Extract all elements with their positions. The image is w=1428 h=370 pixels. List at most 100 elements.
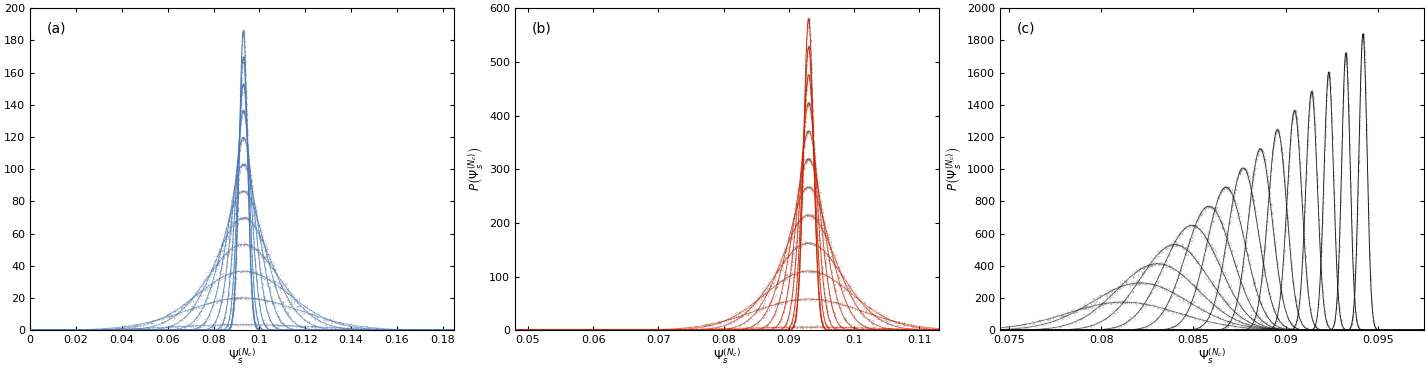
Point (244, 226, 267, 232)
Point (1175, 312, 1198, 318)
Point (1341, 314, 1364, 320)
Point (207, 276, 230, 282)
Point (1250, 317, 1272, 323)
Point (1225, 302, 1248, 307)
Point (811, 323, 834, 329)
Point (1118, 314, 1141, 320)
Point (1342, 272, 1365, 278)
Point (211, 289, 234, 295)
Point (788, 296, 811, 302)
Point (768, 318, 791, 324)
Point (1250, 286, 1272, 292)
Point (1244, 325, 1267, 331)
Point (795, 211, 818, 217)
Point (373, 326, 396, 332)
Point (243, 205, 266, 211)
Point (1130, 265, 1152, 271)
Point (1274, 190, 1297, 196)
Point (250, 228, 273, 234)
Point (771, 326, 794, 332)
Point (237, 164, 260, 170)
Point (1247, 148, 1269, 154)
Point (236, 132, 258, 138)
Point (226, 161, 248, 167)
Point (1309, 260, 1332, 266)
Point (755, 308, 778, 314)
Point (1304, 324, 1327, 330)
Point (1094, 316, 1117, 322)
Point (778, 243, 801, 249)
Point (1171, 231, 1194, 237)
Point (1222, 315, 1245, 321)
Point (227, 158, 250, 164)
Point (1362, 317, 1385, 323)
Point (243, 320, 266, 326)
Point (230, 82, 253, 88)
Point (803, 154, 825, 160)
Point (1305, 323, 1328, 329)
Point (787, 218, 810, 224)
Point (244, 225, 267, 231)
Point (1257, 321, 1279, 327)
Point (785, 253, 808, 259)
Point (814, 319, 837, 324)
Point (1128, 280, 1151, 286)
Point (1088, 295, 1111, 301)
Point (314, 315, 337, 321)
Point (771, 277, 794, 283)
Point (181, 324, 204, 330)
Point (1241, 192, 1264, 198)
Point (1134, 281, 1157, 287)
Point (241, 200, 264, 206)
Point (794, 76, 817, 82)
Point (1221, 196, 1244, 202)
Point (1174, 252, 1197, 258)
Point (344, 324, 367, 330)
Point (270, 303, 293, 309)
Point (253, 293, 276, 299)
Point (744, 299, 767, 305)
Point (785, 202, 808, 208)
Point (258, 294, 281, 300)
Point (815, 296, 838, 302)
Point (798, 85, 821, 91)
Point (1348, 113, 1371, 119)
Point (820, 244, 843, 250)
Point (807, 242, 830, 248)
Point (1322, 196, 1345, 202)
Point (860, 309, 883, 314)
Point (218, 216, 241, 222)
Point (804, 268, 827, 274)
Point (1277, 179, 1299, 185)
Point (183, 300, 206, 306)
Point (220, 308, 243, 314)
Point (230, 113, 253, 119)
Point (1287, 326, 1309, 332)
Point (1347, 190, 1369, 196)
Point (1198, 296, 1221, 302)
Point (850, 310, 873, 316)
Point (793, 109, 815, 115)
Point (1338, 123, 1361, 129)
Point (186, 314, 208, 320)
Point (240, 217, 263, 223)
Point (1231, 167, 1254, 173)
Point (221, 309, 244, 315)
Point (231, 42, 254, 48)
Point (1301, 88, 1324, 94)
Point (797, 16, 820, 21)
Point (778, 240, 801, 246)
Point (116, 326, 139, 332)
Point (213, 234, 236, 240)
Point (755, 290, 778, 296)
Point (194, 302, 217, 307)
Point (1261, 303, 1284, 309)
Point (783, 311, 805, 317)
Point (156, 314, 178, 320)
Point (747, 292, 770, 298)
Point (1327, 287, 1349, 293)
Point (318, 315, 341, 321)
Point (1238, 182, 1261, 188)
Point (747, 294, 770, 300)
Point (237, 174, 260, 179)
